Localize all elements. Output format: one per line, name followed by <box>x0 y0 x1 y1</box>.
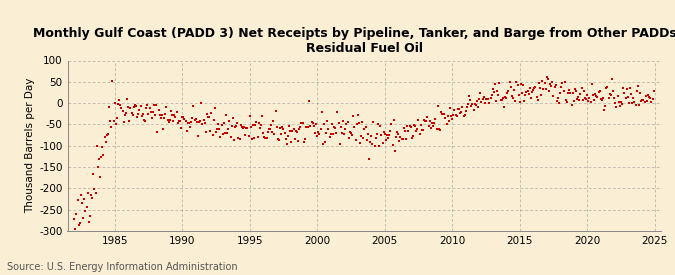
Y-axis label: Thousand Barrels per Day: Thousand Barrels per Day <box>25 78 35 213</box>
Text: Source: U.S. Energy Information Administration: Source: U.S. Energy Information Administ… <box>7 262 238 272</box>
Title: Monthly Gulf Coast (PADD 3) Net Receipts by Pipeline, Tanker, and Barge from Oth: Monthly Gulf Coast (PADD 3) Net Receipts… <box>34 27 675 55</box>
